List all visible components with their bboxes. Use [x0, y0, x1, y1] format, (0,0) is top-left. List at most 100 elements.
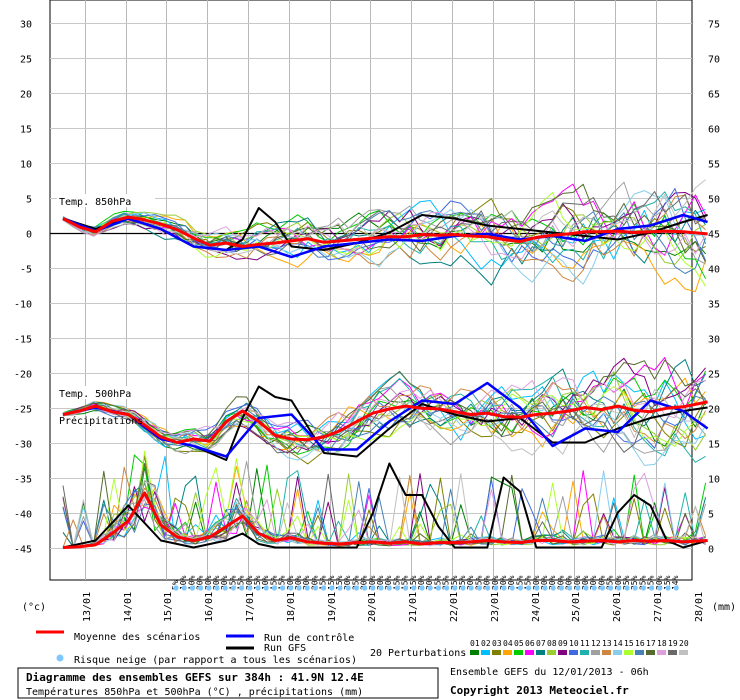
snow-risk-label: 20% [556, 575, 565, 590]
snow-risk-flake [370, 585, 376, 591]
snow-risk-label: 20% [368, 575, 377, 590]
snow-risk-label: 20% [425, 575, 434, 590]
snow-risk-label: 25% [474, 575, 483, 590]
snow-risk-label: 20% [532, 575, 541, 590]
snow-risk-label: 15% [335, 575, 344, 590]
perturbation-label: 08 [547, 639, 557, 648]
snow-risk-label: 20% [597, 575, 606, 590]
snow-risk-flake [337, 585, 343, 591]
snow-risk-flake [558, 585, 565, 591]
perturbation-swatch [657, 650, 666, 655]
snow-risk-label: 20% [565, 575, 574, 590]
snow-risk-flake [435, 585, 441, 591]
snow-risk-label: 25% [638, 575, 647, 590]
y2-tick-label: 40 [708, 265, 720, 276]
snow-risk-flake [632, 585, 638, 591]
y-axis-unit: (°c) [22, 602, 46, 613]
series-mean-precip [62, 491, 708, 549]
snow-risk-flake [230, 585, 236, 591]
snow-risk-flake [345, 585, 351, 591]
title-box [17, 667, 439, 699]
snow-risk-label: 15% [237, 575, 246, 590]
perturbation-swatch [525, 650, 534, 655]
snow-risk-label: 20% [655, 575, 664, 590]
snow-risk-flake [362, 585, 368, 591]
x-tick-label: 17/01 [245, 592, 256, 622]
snow-risk-label: 10% [261, 575, 270, 590]
snow-risk-flake [468, 585, 474, 591]
snow-risk-flake [403, 585, 409, 591]
snow-risk-flake [517, 585, 524, 591]
snow-risk-flake [657, 585, 663, 591]
perturbation-line-04 [62, 215, 707, 293]
snow-risk-label: 25% [450, 575, 459, 590]
snow-risk-flake [427, 585, 433, 591]
snow-risk-flake [312, 585, 318, 591]
perturbation-swatch [580, 650, 589, 655]
snow-risk-flake [501, 585, 507, 591]
snow-risk-label: 25% [606, 575, 615, 590]
snow-risk-flake [206, 585, 212, 591]
perturbation-swatch [470, 650, 479, 655]
perturbation-label: 18 [657, 639, 667, 648]
snow-risk-label: 20% [343, 575, 352, 590]
y2-tick-label: 60 [708, 125, 720, 136]
y-tick-label: 20 [20, 90, 32, 101]
x-tick-label: 22/01 [449, 592, 460, 622]
y2-tick-label: 15 [708, 440, 720, 451]
y2-tick-label: 30 [708, 335, 720, 346]
snow-risk-label: 25% [351, 575, 360, 590]
snow-risk-flake [542, 585, 548, 591]
snow-risk-label: 25% [458, 575, 467, 590]
series-mean-t500 [62, 400, 708, 444]
perturbation-swatch [547, 650, 556, 655]
panel-label-t850: Temp. 850hPa [59, 197, 131, 208]
x-tick-label: 18/01 [286, 592, 297, 622]
snow-risk-label: 20% [310, 575, 319, 590]
perturbation-swatch [613, 650, 622, 655]
y2-tick-label: 10 [708, 475, 720, 486]
perturbation-label: 15 [624, 639, 634, 648]
x-tick-label: 21/01 [408, 592, 419, 622]
perturbation-swatch [514, 650, 523, 655]
snow-risk-flake [288, 585, 294, 591]
snow-risk-flake [616, 585, 622, 591]
snow-risk-flake [575, 585, 581, 591]
chart-title: Diagramme des ensembles GEFS sur 384h : … [26, 671, 364, 684]
snow-risk-label: 15% [319, 575, 328, 590]
y2-tick-label: 55 [708, 160, 720, 171]
perturbation-label: 09 [558, 639, 568, 648]
snow-risk-label: 20% [466, 575, 475, 590]
snow-risk-label: 20% [491, 575, 500, 590]
perturbation-line-19 [62, 191, 706, 256]
x-tick-label: 13/01 [82, 592, 93, 622]
legend-mean-label: Moyenne des scénarios [74, 631, 200, 643]
snow-risk-label: 5% [171, 580, 180, 590]
snow-risk-flake [567, 585, 573, 591]
perturbation-swatch [536, 650, 545, 655]
perturbation-line-02 [62, 200, 706, 270]
snow-risk-flake [665, 585, 671, 591]
snow-risk-label: 20% [614, 575, 623, 590]
perturbation-swatch [503, 650, 512, 655]
snow-risk-flake [624, 585, 630, 591]
y2-tick-label: 75 [708, 20, 720, 31]
legend-perturbations-label: 20 Perturbations [370, 648, 466, 659]
snow-risk-label: 15% [433, 575, 442, 590]
perturbation-label: 17 [646, 639, 656, 648]
snow-risk-label: 20% [376, 575, 385, 590]
panel-label-t500: Temp. 500hPa [59, 389, 131, 400]
snow-risk-label: 25% [630, 575, 639, 590]
perturbation-swatch [635, 650, 644, 655]
y-tick-label: 15 [20, 125, 32, 136]
snow-risk-flake [608, 585, 614, 591]
y-tick-label: 30 [20, 20, 32, 31]
perturbation-swatch [569, 650, 578, 655]
x-tick-label: 19/01 [327, 592, 338, 622]
panel-label-bg [57, 386, 155, 399]
snow-risk-label: 20% [499, 575, 508, 590]
snow-risk-label: 25% [442, 575, 451, 590]
perturbation-label: 20 [679, 639, 689, 648]
x-tick-label: 24/01 [531, 592, 542, 622]
perturbation-swatch [679, 650, 688, 655]
